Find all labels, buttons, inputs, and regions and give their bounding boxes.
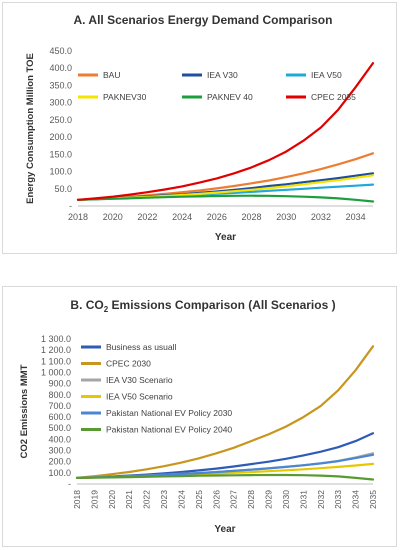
y-tick-label: 800.0 <box>48 390 71 400</box>
legend-label: IEA V30 Scenario <box>106 375 173 385</box>
y-tick-label: 600.0 <box>48 412 71 422</box>
x-axis-title: Year <box>215 232 236 243</box>
y-tick-label: 700.0 <box>48 401 71 411</box>
y-tick-label: 300.0 <box>49 98 72 108</box>
y-tick-label: 300.0 <box>48 446 71 456</box>
y-tick-label: 1 200.0 <box>41 345 71 355</box>
legend-label: BAU <box>103 70 120 80</box>
x-tick-label: 2022 <box>137 212 157 222</box>
legend-label: IEA V30 <box>207 70 238 80</box>
chart-panel-b: B. CO2 Emissions Comparison (All Scenari… <box>2 286 397 547</box>
y-tick-label: 1 000.0 <box>41 367 71 377</box>
x-tick-label: 2028 <box>246 490 256 509</box>
series-line-5 <box>76 194 375 203</box>
y-tick-label: - <box>69 201 72 211</box>
x-tick-label: 2021 <box>124 490 134 509</box>
series-line-6 <box>76 61 375 201</box>
x-tick-label: 2031 <box>298 490 308 509</box>
chart-title-subscript: 2 <box>104 305 109 314</box>
y-tick-label: 1 300.0 <box>41 334 71 344</box>
y-tick-label: 350.0 <box>49 80 72 90</box>
y-tick-label: 450.0 <box>49 46 72 56</box>
co2-emissions-chart: B. CO2 Emissions Comparison (All Scenari… <box>19 298 378 535</box>
y-tick-label: - <box>68 479 71 489</box>
x-tick-label: 2034 <box>346 212 366 222</box>
y-tick-label: 150.0 <box>49 149 72 159</box>
x-tick-label: 2022 <box>142 490 152 509</box>
y-tick-label: 400.0 <box>48 434 71 444</box>
y-tick-label: 100.0 <box>48 468 71 478</box>
y-tick-label: 50.0 <box>54 184 72 194</box>
series-line-6 <box>75 473 375 481</box>
series-line-2 <box>75 345 375 479</box>
x-tick-label: 2032 <box>311 212 331 222</box>
x-tick-label: 2024 <box>176 490 186 509</box>
x-tick-label: 2030 <box>276 212 296 222</box>
y-tick-label: 500.0 <box>48 423 71 433</box>
chart-title: A. All Scenarios Energy Demand Compariso… <box>74 13 333 27</box>
y-tick-label: 400.0 <box>49 63 72 73</box>
y-axis-title: CO2 Emissions MMT <box>19 364 30 458</box>
y-tick-label: 200.0 <box>48 457 71 467</box>
chart-title-part: B. CO <box>70 298 103 312</box>
legend-label: CPEC 2035 <box>311 92 356 102</box>
x-tick-label: 2034 <box>351 490 361 509</box>
x-tick-label: 2028 <box>242 212 262 222</box>
y-tick-label: 900.0 <box>48 379 71 389</box>
x-tick-label: 2035 <box>368 490 378 509</box>
x-tick-label: 2020 <box>107 490 117 509</box>
legend-label: Pakistan National EV Policy 2040 <box>106 425 232 435</box>
y-tick-label: 200.0 <box>49 132 72 142</box>
legend-label: PAKNEV30 <box>103 92 147 102</box>
x-tick-label: 2024 <box>172 212 192 222</box>
legend-label: Business as usuall <box>106 342 177 352</box>
x-tick-label: 2018 <box>68 212 88 222</box>
x-tick-label: 2027 <box>229 490 239 509</box>
y-axis-title: Energy Consumption Million TOE <box>25 53 36 204</box>
x-tick-label: 2029 <box>264 490 274 509</box>
y-tick-label: 100.0 <box>49 167 72 177</box>
legend-label: CPEC 2030 <box>106 359 151 369</box>
x-tick-label: 2023 <box>159 490 169 509</box>
chart-panel-a: A. All Scenarios Energy Demand Compariso… <box>2 2 397 254</box>
x-tick-label: 2026 <box>211 490 221 509</box>
x-axis-title: Year <box>214 524 235 535</box>
x-tick-label: 2026 <box>207 212 227 222</box>
chart-title: B. CO2 Emissions Comparison (All Scenari… <box>70 298 335 314</box>
legend-label: IEA V50 Scenario <box>106 392 173 402</box>
energy-demand-chart: A. All Scenarios Energy Demand Compariso… <box>25 13 375 243</box>
x-tick-label: 2030 <box>281 490 291 509</box>
y-tick-label: 1 100.0 <box>41 356 71 366</box>
x-tick-label: 2018 <box>72 490 82 509</box>
legend-label: Pakistan National EV Policy 2030 <box>106 408 232 418</box>
legend-label: PAKNEV 40 <box>207 92 253 102</box>
x-tick-label: 2019 <box>89 490 99 509</box>
legend-label: IEA V50 <box>311 70 342 80</box>
x-tick-label: 2020 <box>103 212 123 222</box>
y-tick-label: 250.0 <box>49 115 72 125</box>
chart-title-part: Emissions Comparison (All Scenarios ) <box>108 298 335 312</box>
x-tick-label: 2033 <box>333 490 343 509</box>
x-tick-label: 2025 <box>194 490 204 509</box>
x-tick-label: 2032 <box>316 490 326 509</box>
